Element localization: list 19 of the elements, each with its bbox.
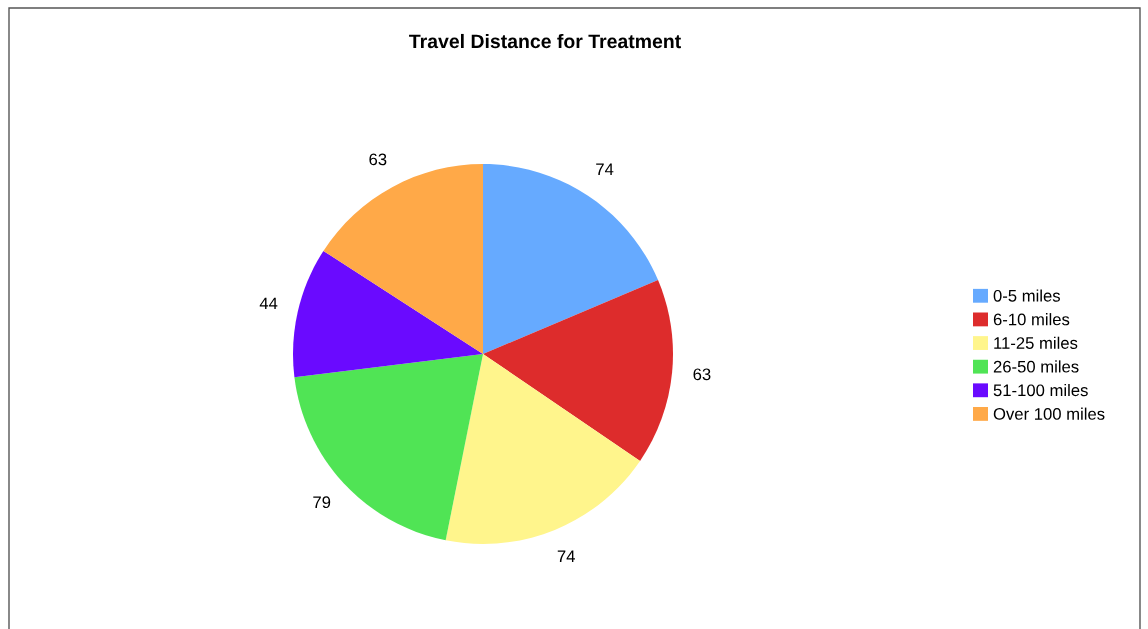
data-label: 63 (369, 153, 387, 166)
legend-label: 0-5 miles (993, 289, 1061, 302)
legend-label: 51-100 miles (993, 383, 1088, 397)
data-label: 44 (259, 297, 278, 310)
pie-slice (293, 250, 483, 378)
data-label: 63 (693, 368, 711, 381)
legend-label: 6-10 miles (993, 313, 1070, 326)
legend-label: 11-25 miles (994, 336, 1078, 349)
pie-slice (445, 354, 641, 544)
pie-slice (323, 164, 483, 354)
chart-title: Travel Distance for Treatment (409, 33, 681, 49)
legend-label: Over 100 miles (993, 407, 1105, 420)
pie-slice (294, 354, 483, 541)
data-label: 79 (313, 496, 331, 509)
pie-slice (483, 280, 673, 461)
data-label: 74 (557, 550, 575, 562)
pie-slice (483, 164, 659, 354)
data-label: 74 (596, 163, 614, 175)
legend-label: 26-50 miles (993, 360, 1079, 373)
